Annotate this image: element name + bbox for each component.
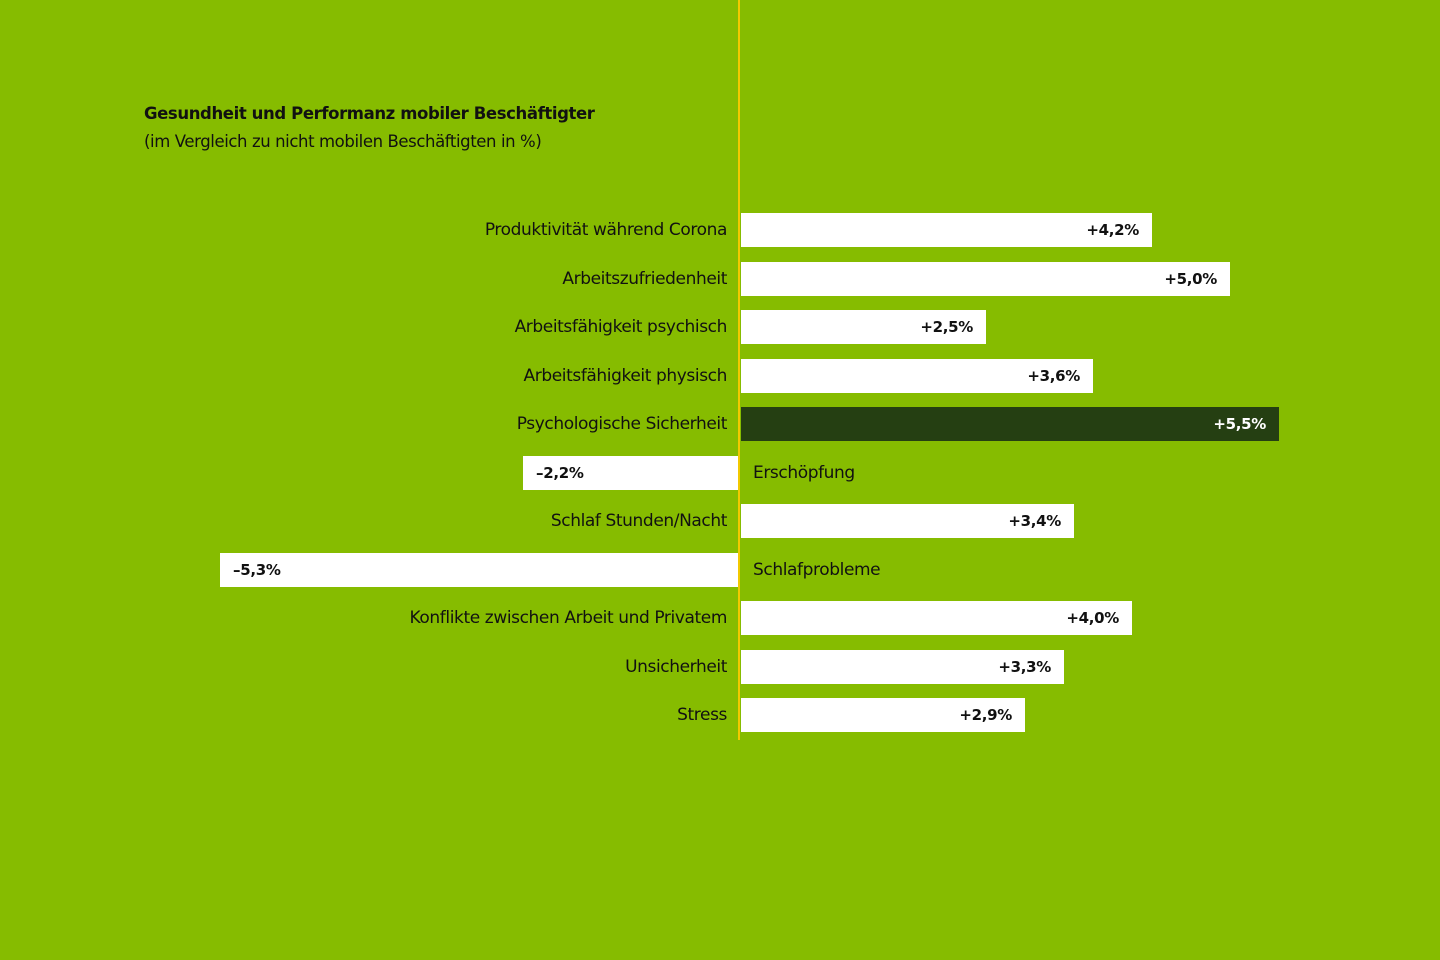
bar: +5,5% bbox=[741, 407, 1279, 441]
bar: –2,2% bbox=[523, 456, 738, 490]
bar: +2,9% bbox=[741, 698, 1025, 732]
bar-value-label: +5,5% bbox=[1213, 415, 1266, 433]
bar-value-label: –2,2% bbox=[536, 464, 584, 482]
bar-value-label: –5,3% bbox=[233, 561, 281, 579]
bar: +4,2% bbox=[741, 213, 1152, 247]
category-label: Produktivität während Corona bbox=[484, 220, 728, 240]
bar: +4,0% bbox=[741, 601, 1132, 635]
category-label: Schlafprobleme bbox=[753, 560, 881, 580]
category-label: Arbeitsfähigkeit psychisch bbox=[514, 317, 728, 337]
chart-title: Gesundheit und Performanz mobiler Beschä… bbox=[144, 104, 595, 123]
category-label: Arbeitszufriedenheit bbox=[562, 269, 727, 289]
bar-value-label: +2,5% bbox=[920, 318, 973, 336]
bar: +3,6% bbox=[741, 359, 1093, 393]
category-label: Schlaf Stunden/Nacht bbox=[550, 511, 728, 531]
bar-value-label: +4,2% bbox=[1086, 221, 1139, 239]
bar-value-label: +4,0% bbox=[1066, 609, 1119, 627]
zero-axis-line bbox=[738, 0, 740, 740]
category-label: Psychologische Sicherheit bbox=[516, 414, 728, 434]
category-label: Unsicherheit bbox=[625, 657, 727, 677]
bar-value-label: +3,3% bbox=[998, 658, 1051, 676]
category-label: Arbeitsfähigkeit physisch bbox=[523, 366, 728, 386]
bar-value-label: +5,0% bbox=[1164, 270, 1217, 288]
bar-value-label: +2,9% bbox=[959, 706, 1012, 724]
bar-value-label: +3,6% bbox=[1027, 367, 1080, 385]
bar: +3,3% bbox=[741, 650, 1064, 684]
bar: –5,3% bbox=[220, 553, 738, 587]
bar-value-label: +3,4% bbox=[1008, 512, 1061, 530]
bar: +3,4% bbox=[741, 504, 1074, 538]
category-label: Stress bbox=[677, 705, 727, 725]
category-label: Erschöpfung bbox=[753, 463, 855, 483]
category-label: Konflikte zwischen Arbeit und Privatem bbox=[409, 608, 728, 628]
bar: +2,5% bbox=[741, 310, 986, 344]
bar: +5,0% bbox=[741, 262, 1230, 296]
chart-subtitle: (im Vergleich zu nicht mobilen Beschäfti… bbox=[144, 132, 542, 151]
